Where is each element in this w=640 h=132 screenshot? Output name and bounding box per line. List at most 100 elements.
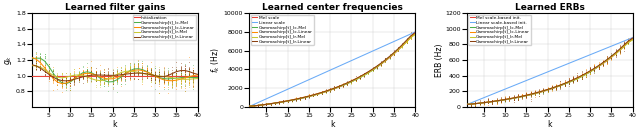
Point [372,65,382,67]
Point [163,72,173,75]
Linear scale-based init. [586,54,594,56]
Point [577,77,587,79]
Point [580,73,591,76]
Gammachirp[t]_Ir-Mel [36,66,44,68]
Point [534,92,544,94]
Point [172,79,182,81]
Point [551,86,561,89]
Point [159,72,169,74]
Point [551,85,561,88]
Point [530,92,540,94]
Point [40,66,50,69]
Point [244,105,255,107]
Point [321,92,331,94]
Point [308,94,318,96]
Point [470,102,481,104]
Point [261,103,271,105]
Point [65,80,76,82]
Point [69,80,79,82]
Point [598,60,608,62]
Point [556,85,566,87]
Point [410,34,420,36]
Point [615,45,625,48]
Point [627,38,637,40]
Point [338,83,348,86]
Point [193,73,203,75]
Point [410,32,420,35]
Point [325,88,335,90]
Point [86,78,97,80]
Point [568,78,578,80]
Point [483,101,493,103]
Point [125,67,135,69]
Point [406,36,416,38]
Point [146,73,156,76]
Point [180,68,190,70]
Point [385,56,395,58]
Gammachirp[t]_Ir-Linear [501,99,509,100]
Point [406,36,416,38]
Point [48,81,58,84]
Point [172,74,182,76]
Point [257,103,268,105]
Point [372,67,382,69]
Point [593,66,604,68]
Point [338,84,348,86]
Point [615,50,625,52]
Point [188,76,198,78]
Point [304,96,314,98]
Point [572,79,582,81]
Point [103,79,113,82]
Point [466,103,476,105]
Point [125,71,135,73]
Point [474,102,484,104]
Point [543,88,553,90]
Point [355,76,365,78]
Mel scale-based init. [604,60,611,61]
Gammachirp[t]_Ir-Linear [160,76,168,77]
Point [462,102,472,104]
Point [180,70,190,72]
Point [300,97,310,99]
Point [120,72,131,75]
Linear scale [369,50,376,52]
Point [125,75,135,77]
Point [48,69,58,71]
Point [300,97,310,99]
Point [577,74,587,77]
Point [466,103,476,105]
Point [261,103,271,105]
Point [69,80,79,82]
Point [40,53,50,55]
Point [172,88,182,91]
Point [283,100,293,102]
Point [388,52,399,54]
Point [338,82,348,85]
Point [35,68,45,70]
Point [619,45,629,47]
Point [615,49,625,51]
Point [509,94,519,96]
Point [385,57,395,59]
Point [598,63,608,66]
Point [193,72,203,74]
Point [295,98,305,100]
Point [504,98,515,100]
Point [133,64,143,66]
Point [278,100,289,102]
Point [300,97,310,99]
Gammachirp[t]_Ic-Linear [510,97,518,99]
Point [193,72,203,74]
Point [359,72,369,74]
Gammachirp[t]_Ir-Linear [578,75,586,76]
Point [283,101,293,103]
Point [304,95,314,97]
Point [138,66,148,69]
Linear scale [403,35,410,37]
Point [577,76,587,78]
Point [401,41,412,43]
Point [333,86,344,88]
Point [295,98,305,100]
Point [116,76,126,79]
Point [266,103,276,105]
